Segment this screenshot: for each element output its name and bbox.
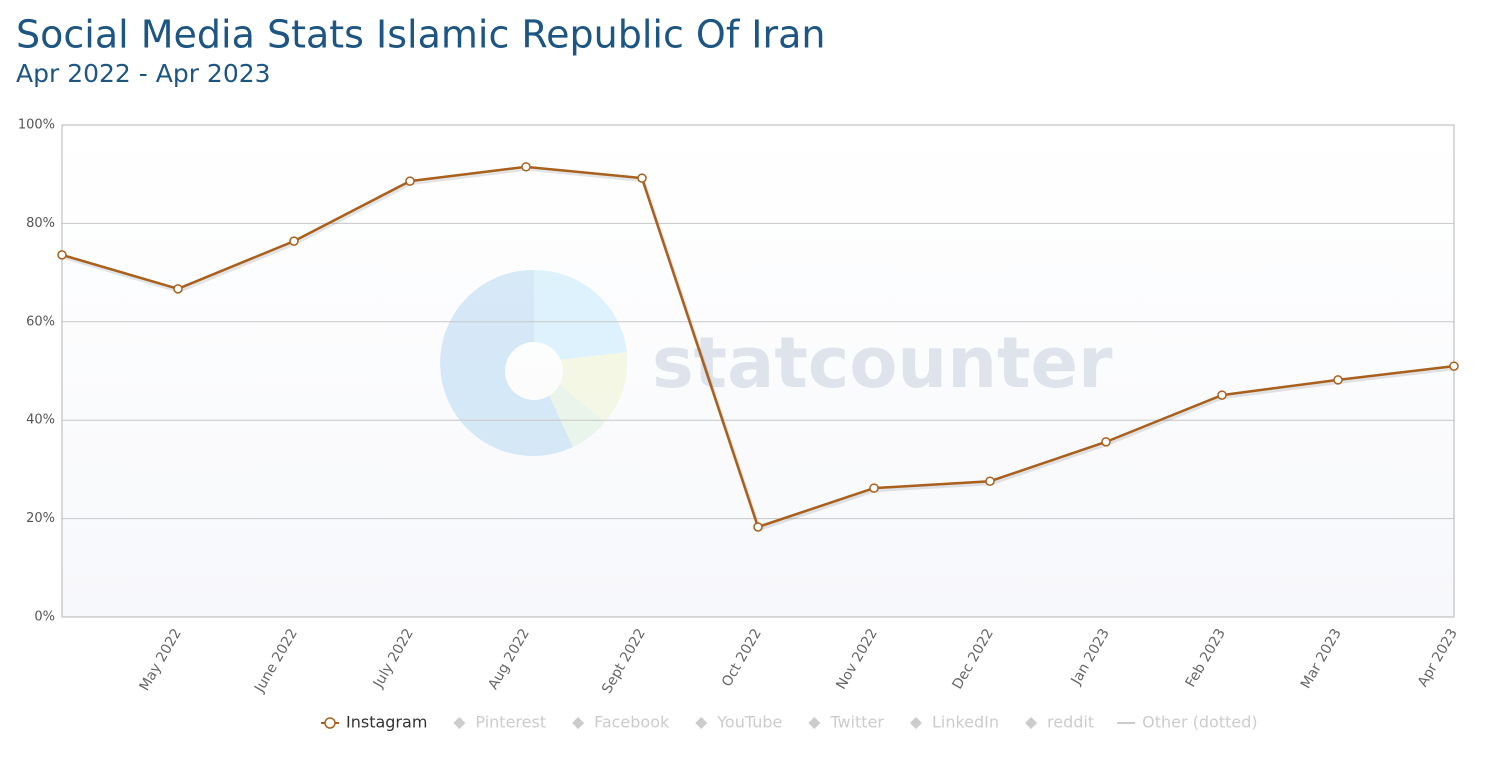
data-point [289, 236, 299, 246]
legend-item[interactable]: Other (dotted) [1117, 713, 1258, 732]
x-tick-label: Aug 2022 [485, 626, 533, 692]
watermark-text: statcounter [652, 322, 1113, 404]
legend-marker [572, 717, 585, 729]
y-tick-label: 20% [26, 511, 55, 526]
legend-item[interactable]: Facebook [572, 713, 670, 732]
legend-marker [808, 717, 821, 729]
data-point [753, 522, 763, 532]
legend-marker [324, 717, 336, 729]
legend-label: YouTube [716, 713, 782, 732]
legend-label: Twitter [829, 713, 884, 732]
x-tick-label: Nov 2022 [833, 626, 881, 692]
data-point [1217, 390, 1227, 400]
x-tick-label: Sept 2022 [599, 626, 649, 696]
legend-label: Facebook [594, 713, 670, 732]
data-point [173, 284, 183, 294]
data-point [1449, 361, 1459, 371]
legend-item[interactable]: Instagram [321, 713, 427, 732]
legend-item[interactable]: reddit [1025, 713, 1094, 732]
x-tick-label: Dec 2022 [949, 626, 996, 692]
x-tick-label: July 2022 [370, 626, 417, 691]
x-tick-label: Feb 2023 [1183, 626, 1229, 690]
data-point [869, 483, 879, 493]
data-point [405, 176, 415, 186]
data-point [637, 173, 647, 183]
data-point [1101, 437, 1111, 447]
legend-item[interactable]: Pinterest [453, 713, 546, 732]
legend-label: Pinterest [475, 713, 546, 732]
x-tick-label: Jan 2023 [1068, 626, 1113, 688]
legend-label: Other (dotted) [1142, 713, 1258, 732]
legend-item[interactable]: YouTube [695, 713, 782, 732]
legend-marker [695, 717, 708, 729]
y-tick-label: 40% [26, 413, 55, 428]
watermark-logo [440, 269, 628, 456]
y-tick-label: 100% [18, 118, 55, 133]
x-tick-label: Oct 2022 [719, 626, 765, 690]
legend-label: reddit [1047, 713, 1094, 732]
y-tick-label: 80% [26, 216, 55, 231]
legend-item[interactable]: LinkedIn [909, 713, 999, 732]
x-tick-label: Apr 2023 [1415, 626, 1461, 690]
legend-marker [909, 717, 922, 729]
data-point [1333, 375, 1343, 385]
x-tick-label: June 2022 [251, 626, 301, 696]
plot-border [61, 124, 1455, 618]
x-tick-label: Mar 2023 [1298, 626, 1345, 692]
legend-label: Instagram [346, 713, 427, 732]
chart-subtitle: Apr 2022 - Apr 2023 [16, 59, 271, 88]
chart-title: Social Media Stats Islamic Republic Of I… [16, 13, 826, 57]
y-tick-label: 0% [34, 610, 55, 625]
legend-marker [453, 717, 466, 729]
data-point [521, 162, 531, 172]
plot-area [62, 125, 1454, 617]
x-tick-label: May 2022 [137, 626, 185, 694]
y-tick-label: 60% [26, 314, 55, 329]
legend-marker [1025, 717, 1038, 729]
legend-item[interactable]: Twitter [808, 713, 884, 732]
data-point [57, 250, 67, 260]
data-point [985, 476, 995, 486]
legend-label: LinkedIn [932, 713, 999, 732]
